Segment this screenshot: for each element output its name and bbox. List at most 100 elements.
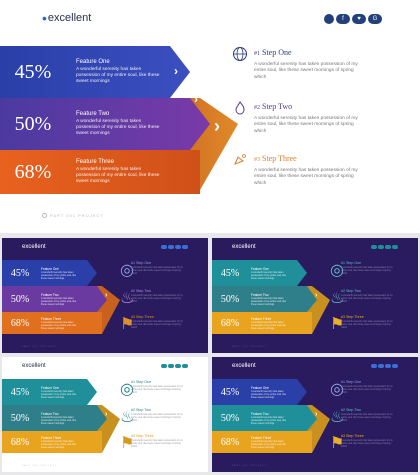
twitter-icon[interactable]: ♥ bbox=[352, 14, 366, 24]
chevron-right-icon: › bbox=[315, 292, 318, 299]
step-desc: A wonderful serenity has taken possessio… bbox=[341, 266, 393, 275]
feature-band-three: 68% Feature Three A wonderful serenity has… bbox=[2, 311, 81, 335]
step-desc: A wonderful serenity has taken possessio… bbox=[254, 116, 358, 134]
step-number: #1 bbox=[254, 51, 260, 57]
feature-band-three: 68% Feature Three A wonderful serenity has… bbox=[212, 311, 291, 335]
step-number: #2 bbox=[131, 408, 135, 412]
step-title: Step One bbox=[346, 261, 362, 265]
feature-percent: 50% bbox=[10, 293, 30, 305]
feature-text: Feature Three A wonderful serenity has ta… bbox=[251, 317, 291, 330]
brand-name: excellent bbox=[22, 244, 46, 250]
step-heading: #1 Step One bbox=[341, 261, 361, 265]
brand-name: excellent bbox=[232, 244, 256, 250]
step-desc: A wonderful serenity has taken possessio… bbox=[131, 413, 183, 422]
main-slide[interactable]: • excellent f ♥ G › › › 45% bbox=[0, 0, 420, 233]
facebook-icon[interactable]: f bbox=[336, 14, 350, 24]
bell-icon: ⚑ bbox=[330, 435, 345, 452]
social-icon[interactable] bbox=[161, 364, 167, 368]
feature-band-three: 68% Feature Three A wonderful serenity h… bbox=[0, 148, 160, 196]
feature-text: Feature Two A wonderful serenity has take… bbox=[251, 412, 291, 425]
step-desc: A wonderful serenity has taken possessio… bbox=[341, 385, 393, 394]
social-icon[interactable] bbox=[378, 245, 384, 249]
feature-text: Feature One A wonderful serenity has take… bbox=[251, 386, 291, 399]
social-icon[interactable] bbox=[182, 364, 188, 368]
step-desc: A wonderful serenity has taken possessio… bbox=[131, 439, 183, 448]
social-icon[interactable] bbox=[371, 364, 377, 368]
feature-desc: A wonderful serenity has taken possessio… bbox=[41, 415, 77, 425]
feature-desc: A wonderful serenity has taken possessio… bbox=[76, 67, 160, 84]
social-icon[interactable] bbox=[378, 364, 384, 368]
social-icon[interactable] bbox=[161, 245, 167, 249]
social-icon[interactable] bbox=[168, 364, 174, 368]
feature-desc: A wonderful serenity has taken possessio… bbox=[251, 439, 287, 449]
step-title: Step Three bbox=[346, 434, 364, 438]
social-icon[interactable] bbox=[385, 245, 391, 249]
step-number: #2 bbox=[254, 105, 260, 111]
flame-icon: ♨ bbox=[330, 409, 345, 426]
feature-desc: A wonderful serenity has taken possessio… bbox=[76, 119, 160, 136]
thumbnail-light-teal[interactable]: excellent 45% Feature One A wonderful sere… bbox=[2, 357, 208, 472]
footer-text: PART 001 PROJECT bbox=[232, 465, 267, 467]
bell-icon bbox=[234, 154, 246, 165]
feature-title: Feature Two bbox=[251, 411, 269, 416]
feature-band-two: 50% Feature Two A wonderful serenity has t… bbox=[212, 287, 291, 311]
step-number: #2 bbox=[131, 289, 135, 293]
thumb-bands-graphic bbox=[212, 379, 330, 453]
feature-text: Feature Three A wonderful serenity has ta… bbox=[251, 436, 291, 449]
step-heading: #1 Step One bbox=[131, 261, 151, 265]
step-title: Step Three bbox=[346, 315, 364, 319]
feature-text: Feature One A wonderful serenity has tak… bbox=[76, 59, 160, 85]
feature-title: Feature Three bbox=[251, 316, 272, 321]
feature-title: Feature Two bbox=[41, 411, 59, 416]
social-icon[interactable] bbox=[371, 245, 377, 249]
step-number: #3 bbox=[131, 315, 135, 319]
social-icon[interactable] bbox=[175, 245, 181, 249]
brand-logo: • excellent bbox=[42, 11, 91, 25]
thumb-bands-graphic bbox=[2, 260, 120, 334]
social-icon[interactable] bbox=[175, 364, 181, 368]
social-icon[interactable] bbox=[385, 364, 391, 368]
feature-text: Feature One A wonderful serenity has take… bbox=[41, 267, 81, 280]
feature-title: Feature Three bbox=[76, 159, 114, 165]
step-heading: #2 Step Two bbox=[341, 408, 361, 412]
feature-title: Feature One bbox=[41, 266, 59, 271]
step-desc: A wonderful serenity has taken possessio… bbox=[131, 320, 183, 329]
thumbnail-dark-teal[interactable]: excellent 45% Feature One A wonderful sere… bbox=[212, 238, 418, 353]
step-heading: #1 Step One bbox=[254, 48, 292, 57]
social-icon[interactable] bbox=[392, 364, 398, 368]
feature-percent: 45% bbox=[220, 386, 240, 398]
feature-title: Feature Three bbox=[41, 316, 62, 321]
feature-text: Feature Two A wonderful serenity has take… bbox=[251, 293, 291, 306]
social-icon[interactable] bbox=[168, 245, 174, 249]
step-title: Step One bbox=[136, 380, 152, 384]
feature-desc: A wonderful serenity has taken possessio… bbox=[251, 270, 287, 280]
feature-percent: 68% bbox=[14, 160, 52, 183]
band-one-shape bbox=[0, 46, 190, 98]
google-icon[interactable]: G bbox=[368, 14, 382, 24]
thumb-bands-graphic bbox=[212, 260, 330, 334]
thumbnail-dark-navy[interactable]: excellent 45% Feature One A wonderful sere… bbox=[212, 357, 418, 472]
feature-title: Feature Two bbox=[76, 111, 110, 117]
feature-desc: A wonderful serenity has taken possessio… bbox=[251, 415, 287, 425]
step-heading: #2 Step Two bbox=[254, 102, 292, 111]
social-icon[interactable] bbox=[182, 245, 188, 249]
social-icon[interactable] bbox=[392, 245, 398, 249]
step-title: Step Three bbox=[136, 434, 154, 438]
step-desc: A wonderful serenity has taken possessio… bbox=[341, 413, 393, 422]
step-number: #1 bbox=[131, 380, 135, 384]
step-heading: #3 Step Three bbox=[131, 434, 154, 438]
step-title: Step Three bbox=[262, 154, 297, 163]
step-number: #3 bbox=[131, 434, 135, 438]
step-heading: #1 Step One bbox=[341, 380, 361, 384]
bell-icon: ⚑ bbox=[120, 435, 135, 452]
chevron-right-icon: › bbox=[194, 92, 198, 106]
step-title: Step One bbox=[136, 261, 152, 265]
globe-icon: ◎ bbox=[120, 381, 134, 398]
thumbnail-dark-purple[interactable]: excellent 45% Feature One A wonderful sere… bbox=[2, 238, 208, 353]
brand-name: excellent bbox=[232, 363, 256, 369]
arrow-bands-graphic bbox=[0, 46, 238, 194]
chevron-right-icon: › bbox=[105, 292, 108, 299]
step-heading: #3 Step Three bbox=[341, 434, 364, 438]
social-circle-icon[interactable] bbox=[324, 14, 334, 24]
flame-icon: ♨ bbox=[120, 409, 135, 426]
